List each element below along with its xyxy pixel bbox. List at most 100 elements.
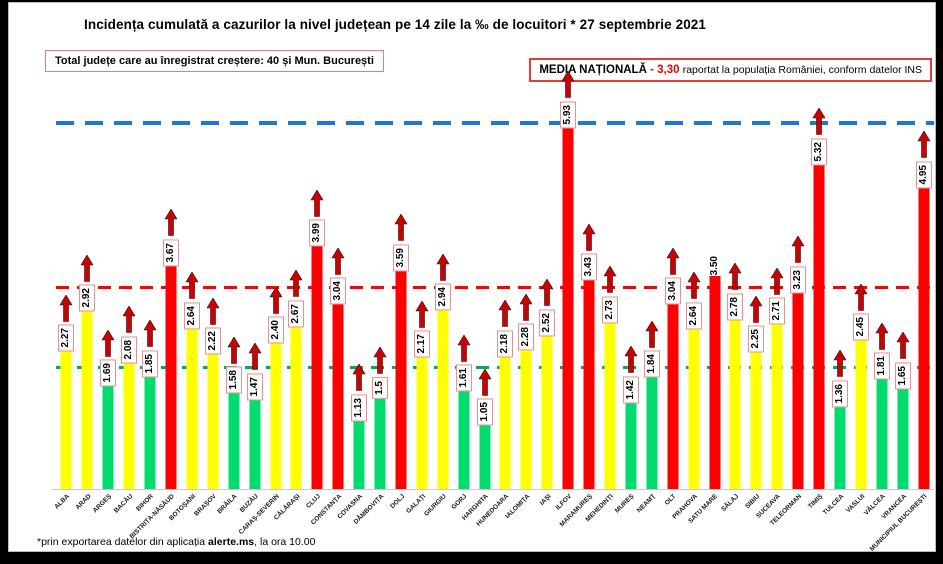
increase-arrow-icon [791, 235, 805, 263]
bar-group-arad: 2.92 ARAD [74, 85, 98, 511]
bar-covasna [353, 420, 365, 489]
bar-group-giurgiu: 2.94 GIURGIU [423, 85, 453, 518]
increase-arrow-icon [164, 209, 178, 236]
increase-arrow-icon [143, 320, 157, 347]
increase-arrow-icon [624, 346, 638, 374]
bar-group-cluj: 3.99 CLUJ [305, 85, 328, 510]
bar-timi- [813, 164, 825, 489]
x-axis-label-cluj: CLUJ [305, 493, 323, 510]
bar-bac-u [123, 362, 135, 489]
increase-arrow-icon [269, 286, 283, 314]
bar-constan-a [332, 303, 344, 489]
bar-group-c-l-ra-i: 2.67 CĂLĂRAȘI [273, 85, 307, 522]
bar-mure- [625, 402, 637, 489]
bar-value-label: 1.81 [873, 352, 890, 380]
increase-arrow-icon [854, 283, 868, 311]
bar-group-constan-a: 3.04 CONSTANȚA [310, 85, 349, 526]
bar-group-tulcea: 1.36 TULCEA [821, 85, 851, 517]
bar-bihor [144, 376, 156, 489]
page-title: Incidența cumulată a cazurilor la nivel … [84, 17, 707, 32]
bar-v-lcea [876, 378, 888, 489]
x-axis-label-mure-: MUREȘ [614, 493, 636, 515]
bar-group-sibiu: 2.25 SIBIU [744, 85, 767, 510]
bar-value-label: 1.85 [142, 349, 159, 378]
bar-value-label: 1.05 [476, 398, 493, 426]
increase-arrow-icon [394, 214, 408, 241]
increase-arrow-icon [436, 253, 450, 281]
footnote-prefix: *prin exportarea datelor din aplicația [37, 536, 209, 548]
bar-group-s-laj: 2.78 SĂLAJ [720, 85, 746, 513]
increase-arrow-icon [666, 247, 680, 275]
y-tick-label: 5.25 [0, 162, 7, 174]
bar-arge- [102, 385, 114, 489]
x-axis-label-timi-: TIMIȘ [806, 493, 825, 511]
bar-value-label: 2.18 [497, 329, 514, 358]
bar-value-label: 2.45 [852, 313, 869, 341]
increase-arrow-icon [59, 294, 73, 322]
bar-alba [60, 350, 72, 489]
y-tick-label: 6.50 [0, 86, 7, 98]
bar-suceava [771, 323, 783, 489]
bar-cluj [311, 245, 323, 489]
y-tick-label: 0.00 [0, 483, 7, 494]
bar-group-cara-severin: 2.40 CARAȘ-SEVERIN [237, 85, 286, 536]
bar-gorj [458, 390, 470, 489]
increase-arrow-icon [227, 336, 241, 364]
bar-group-bac-u: 2.08 BACĂU [113, 85, 140, 515]
y-tick-label: 5.00 [0, 178, 7, 189]
increase-arrow-icon [122, 306, 136, 333]
bar-value-label: 1.61 [455, 364, 472, 392]
bar-group-boto-ani: 2.64 BOTOȘANI [168, 85, 202, 522]
bar-ia-i [541, 335, 553, 489]
bar-value-label: 2.92 [79, 284, 96, 312]
plot-area: 2.27 ALBA 2.92 ARAD 1.69 ARGEȘ 2.08 BACĂU 1.85 BI… [52, 71, 934, 553]
y-axis: 0.00 0.25 0.50 0.75 1.00 1.25 1.50 1.75 2.00 2.25… [0, 85, 7, 495]
chart-page: Incidența cumulată a cazurilor la nivel … [0, 2, 936, 553]
bar-value-label: 3.23 [790, 265, 807, 293]
increase-arrow-icon [478, 368, 492, 396]
bar-group-neam-: 1.84 NEAMȚ [635, 85, 662, 514]
y-tick-label: 1.75 [0, 376, 7, 388]
increase-arrow-icon [289, 270, 303, 297]
bar-value-label: 1.13 [351, 393, 368, 422]
y-tick-label: 0.25 [0, 467, 7, 479]
bar-buz-u [249, 399, 261, 489]
increase-arrow-icon [812, 108, 826, 136]
bar-group-ialomi-a: 2.28 IALOMIȚA [504, 85, 537, 520]
bar-group-gorj: 1.61 GORJ [451, 85, 474, 511]
y-tick-label: 2.25 [0, 345, 7, 357]
reference-line-national-average [56, 286, 934, 290]
bar-group-br-ila: 1.58 BRĂILA [216, 85, 244, 515]
y-tick-label: 5.50 [0, 147, 7, 159]
y-tick-label: 5.75 [0, 132, 7, 144]
y-tick-label: 4.50 [0, 208, 7, 220]
x-axis-label-olt: OLT [663, 493, 678, 507]
bar-value-label: 3.04 [330, 277, 347, 305]
bar-gala-i [416, 356, 428, 489]
bar-br-ila [228, 392, 240, 489]
bars: 2.27 ALBA 2.92 ARAD 1.69 ARGEȘ 2.08 BACĂU 1.85 BI… [54, 71, 934, 553]
bar-harghita [479, 424, 491, 489]
national-average-box: MEDIA NAȚIONALĂ - 3,30 raportat la popul… [529, 58, 932, 82]
bar-maramure- [583, 279, 595, 489]
bar-value-label: 2.52 [539, 308, 556, 337]
bar-value-label: 3.59 [392, 243, 409, 272]
bar-mehedin-i [604, 322, 616, 489]
increase-arrow-icon [603, 266, 617, 294]
footnote: *prin exportarea datelor din aplicația a… [37, 536, 315, 548]
y-tick-label: 2.75 [0, 315, 7, 327]
bar-ialomi-a [520, 349, 532, 489]
x-axis-label-alba: ALBA [53, 493, 72, 511]
bar-cara-severin [270, 342, 282, 489]
bar-value-label: 2.64 [183, 301, 200, 329]
y-tick-label: 6.25 [0, 101, 7, 113]
y-tick-label: 6.00 [0, 117, 7, 128]
bar-value-label: 2.08 [121, 335, 138, 364]
bar-ilfov [562, 127, 574, 489]
increase-arrow-icon [540, 279, 554, 307]
bar-group-ilfov: 5.93 ILFOV [555, 71, 579, 511]
bar-group-bihor: 1.85 BIHOR [135, 85, 161, 513]
bar-group-dolj: 3.59 DOLJ [389, 85, 412, 510]
increase-arrow-icon [645, 320, 659, 348]
bar-group-olt: 3.04 OLT [662, 85, 683, 507]
